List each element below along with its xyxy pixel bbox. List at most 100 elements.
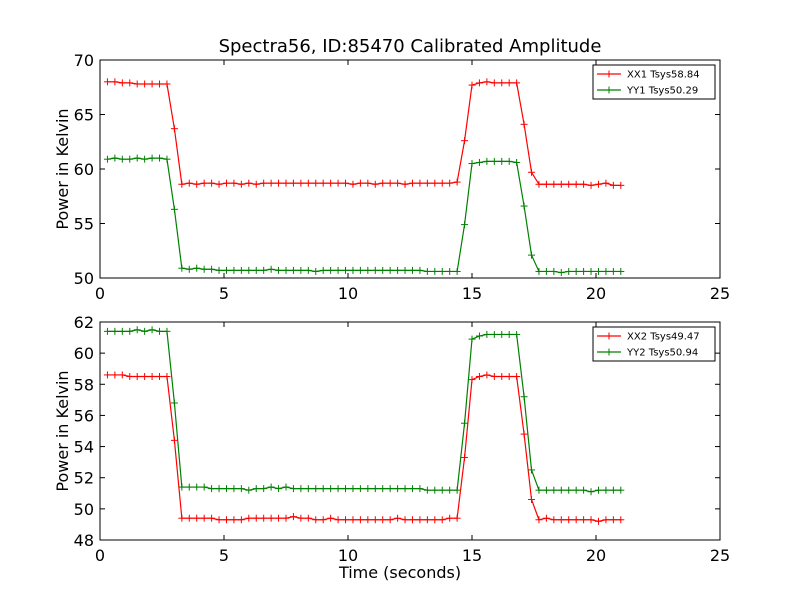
data-point xyxy=(542,180,550,188)
data-point xyxy=(423,486,431,494)
data-point xyxy=(498,157,506,165)
data-point xyxy=(208,485,216,493)
data-point xyxy=(275,514,283,522)
legend-entry: XX1 Tsys58.84 xyxy=(597,70,700,81)
data-point xyxy=(364,179,372,187)
data-point xyxy=(252,266,260,274)
data-point xyxy=(103,371,111,379)
data-point xyxy=(498,373,506,380)
data-point xyxy=(565,486,573,494)
data-point xyxy=(565,180,573,188)
data-point xyxy=(602,179,610,187)
data-point xyxy=(252,514,260,522)
data-point xyxy=(163,80,171,88)
data-point xyxy=(215,180,223,188)
data-point xyxy=(572,516,580,524)
data-point xyxy=(490,330,498,338)
data-point xyxy=(252,180,260,188)
data-point xyxy=(267,483,275,491)
data-point xyxy=(364,516,372,524)
data-point xyxy=(520,120,528,128)
data-point xyxy=(275,266,283,274)
x-tick-label: 25 xyxy=(710,284,730,303)
data-point xyxy=(200,483,208,491)
series-line-2 xyxy=(107,329,621,493)
data-point xyxy=(141,155,149,163)
x-tick-label: 20 xyxy=(586,546,606,565)
data-point xyxy=(416,266,424,274)
data-point xyxy=(111,327,119,335)
data-point xyxy=(141,80,149,88)
data-point xyxy=(312,267,320,275)
data-point xyxy=(126,79,134,87)
data-point xyxy=(327,514,335,522)
data-point xyxy=(133,154,141,162)
y-tick-label: 62 xyxy=(74,313,94,332)
data-point xyxy=(245,486,253,494)
x-tick-label: 20 xyxy=(586,284,606,303)
data-point xyxy=(118,371,126,379)
data-point xyxy=(178,264,186,272)
data-point xyxy=(148,154,156,162)
data-point xyxy=(542,486,550,494)
x-tick-label: 5 xyxy=(219,546,229,565)
data-point xyxy=(289,485,297,493)
data-point xyxy=(394,485,402,493)
data-point xyxy=(453,514,461,522)
data-point xyxy=(133,80,141,88)
data-point xyxy=(156,154,164,162)
data-point xyxy=(118,327,126,335)
data-point xyxy=(289,513,297,521)
data-point xyxy=(513,158,521,166)
data-point xyxy=(222,266,230,274)
data-point xyxy=(371,485,379,493)
data-point xyxy=(141,373,149,380)
y-axis-label: Power in Kelvin xyxy=(53,108,72,229)
data-point xyxy=(111,78,119,86)
data-point xyxy=(438,516,446,524)
data-point xyxy=(453,267,461,275)
data-point xyxy=(535,180,543,188)
y-tick-label: 60 xyxy=(74,160,94,179)
data-point xyxy=(133,373,141,380)
data-point xyxy=(170,436,178,444)
data-point xyxy=(342,266,350,274)
data-point xyxy=(356,179,364,187)
data-point xyxy=(528,496,536,504)
data-point xyxy=(252,485,260,493)
data-point xyxy=(267,179,275,187)
data-point xyxy=(356,516,364,524)
data-point xyxy=(185,179,193,187)
data-point xyxy=(297,179,305,187)
data-point xyxy=(200,265,208,273)
data-point xyxy=(178,483,186,491)
data-point xyxy=(550,180,558,188)
data-point xyxy=(505,373,513,380)
legend-entry: YY2 Tsys50.94 xyxy=(597,348,698,359)
data-point xyxy=(230,485,238,493)
data-point xyxy=(379,179,387,187)
data-point xyxy=(319,516,327,524)
data-point xyxy=(438,179,446,187)
data-point xyxy=(312,179,320,187)
data-point xyxy=(349,266,357,274)
data-point xyxy=(126,327,134,335)
data-point xyxy=(334,516,342,524)
data-point xyxy=(394,266,402,274)
data-point xyxy=(334,179,342,187)
data-point xyxy=(513,373,521,380)
axes-frame xyxy=(99,321,721,541)
data-point xyxy=(193,483,201,491)
data-point xyxy=(557,516,565,524)
data-point xyxy=(163,327,171,335)
data-point xyxy=(468,376,476,384)
x-tick-label: 0 xyxy=(95,284,105,303)
data-point xyxy=(156,373,164,380)
data-point xyxy=(222,485,230,493)
x-tick-label: 15 xyxy=(462,284,482,303)
y-tick-label: 58 xyxy=(74,375,94,394)
legend-entry: YY1 Tsys50.29 xyxy=(597,86,698,97)
data-point xyxy=(148,326,156,334)
data-point xyxy=(602,267,610,275)
data-point xyxy=(208,265,216,273)
